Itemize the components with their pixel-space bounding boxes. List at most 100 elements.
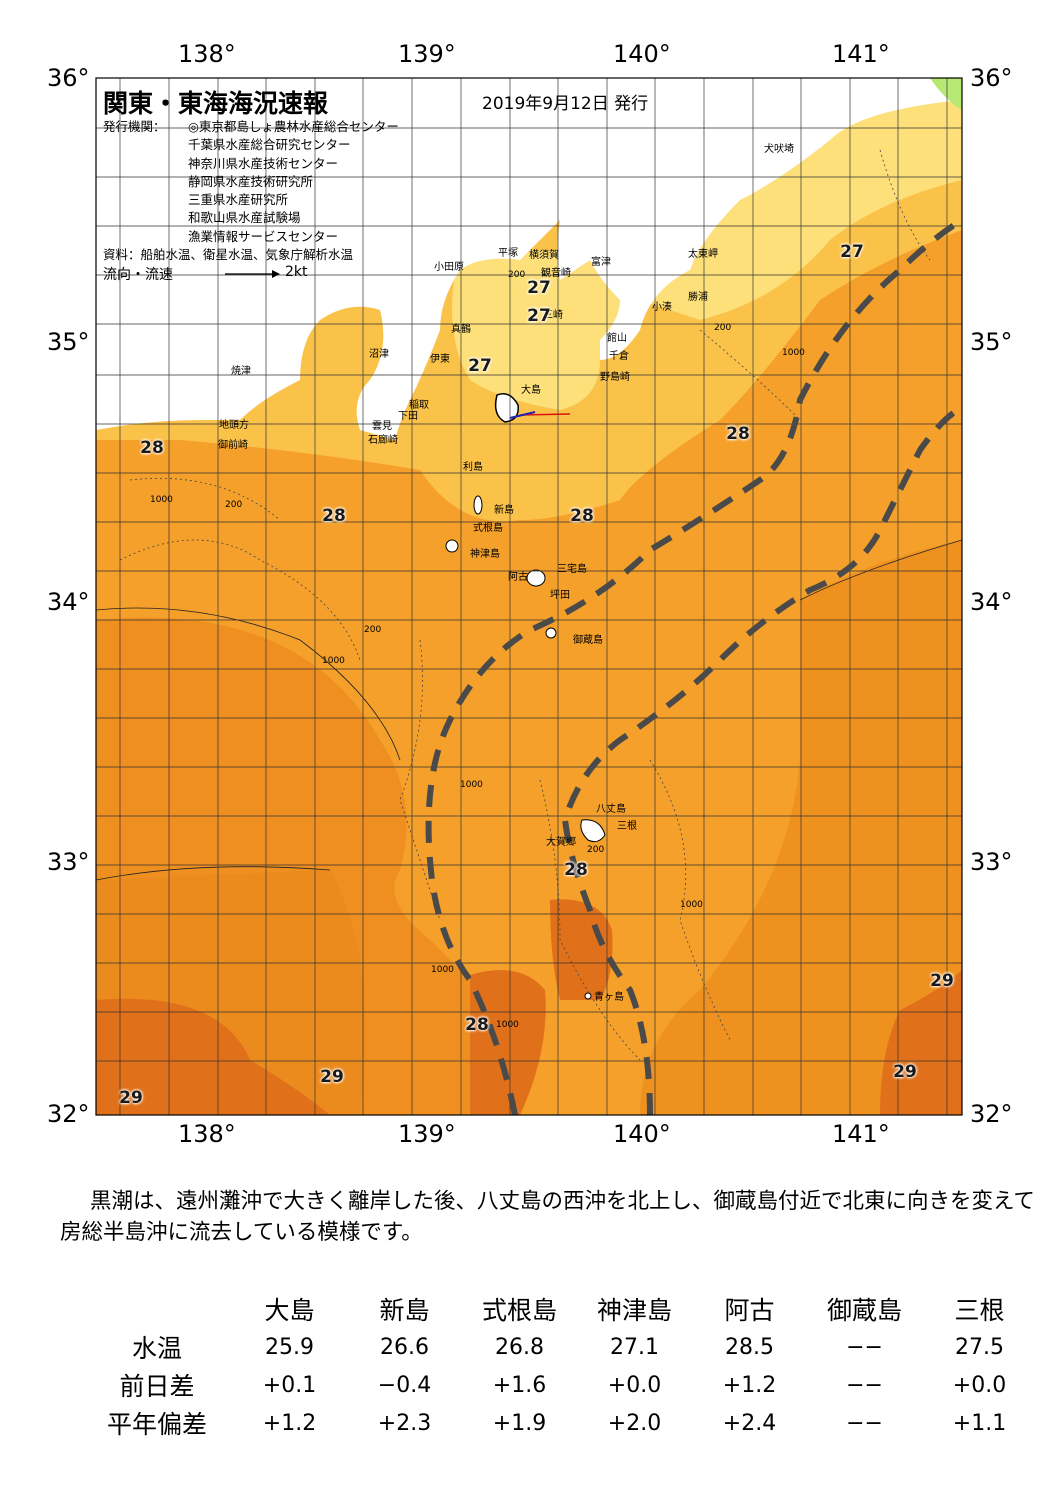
row-label: 水温: [131, 1334, 182, 1363]
place-name: 平塚: [498, 248, 518, 259]
station-header: 神津島: [596, 1296, 672, 1325]
place-name: 犬吠埼: [764, 144, 794, 155]
flow-legend-label: 流向・流速: [103, 267, 173, 283]
station-header: 式根島: [481, 1296, 557, 1325]
depth-label: 200: [587, 845, 605, 855]
table-row: 水温 25.9 26.6 26.8 27.1 28.5 −− 27.5: [82, 1328, 1037, 1366]
station-header: 御蔵島: [826, 1296, 902, 1325]
lon-label-140-bottom: 140°: [613, 1120, 671, 1148]
table-cell: −−: [846, 1410, 883, 1436]
commentary-text: 黒潮は、遠州灘沖で大きく離岸した後、八丈島の西沖を北上し、御蔵島付近で北東に向き…: [60, 1189, 1035, 1245]
place-name: 観音崎: [541, 268, 571, 279]
kozu-shima: [445, 539, 459, 553]
station-header: 新島: [379, 1296, 430, 1325]
depth-label: 1000: [460, 780, 483, 790]
lon-label-139-top: 139°: [398, 40, 456, 68]
lon-label-140-top: 140°: [613, 40, 671, 68]
table-cell: +0.0: [607, 1372, 662, 1398]
place-name: 式根島: [473, 523, 503, 534]
table-cell: +2.4: [722, 1410, 777, 1436]
place-name: 館山: [607, 333, 627, 344]
place-name: 石廊崎: [368, 435, 398, 446]
place-name: 沼津: [369, 349, 389, 360]
station-header: 阿古: [724, 1296, 775, 1325]
table-cell: −−: [846, 1372, 883, 1398]
place-name: 坪田: [550, 590, 570, 601]
place-name: 三根: [617, 821, 637, 832]
place-name: 横須賀: [529, 250, 559, 261]
isotherms: [96, 539, 962, 881]
place-name: 太東岬: [688, 249, 718, 260]
lon-label-141-top: 141°: [832, 40, 890, 68]
place-name: 青ヶ島: [594, 992, 624, 1003]
place-name: 阿古: [508, 572, 528, 583]
nii-jima: [473, 495, 483, 515]
land-mainland: [96, 78, 962, 440]
temp-label: 28: [726, 424, 750, 444]
sea-warm-core: [470, 970, 546, 1115]
table-cell: 27.5: [955, 1334, 1004, 1360]
row-label: 平年偏差: [106, 1410, 207, 1439]
miyake-jima: [526, 569, 546, 587]
kuroshio-axis-path: [425, 217, 962, 1115]
depth-label: 200: [225, 500, 243, 510]
place-name: 下田: [398, 411, 418, 422]
station-header: 大島: [264, 1296, 315, 1325]
place-name: 神津島: [470, 549, 500, 560]
issuer-list: 発行機関： ◎東京都島しょ農林水産総合センター 千葉県水産総合研究センター 神奈川…: [103, 118, 399, 246]
issuer-item: 漁業情報サービスセンター: [188, 228, 339, 244]
current-arrow: [509, 411, 536, 419]
lon-label-138-top: 138°: [178, 40, 236, 68]
temp-label: 28: [465, 1015, 489, 1035]
table-cell: +0.0: [952, 1372, 1007, 1398]
place-name: 大島: [521, 385, 541, 396]
table-cell: 26.8: [495, 1334, 544, 1360]
table-cell: 27.1: [610, 1334, 659, 1360]
lon-label-138-bottom: 138°: [178, 1120, 236, 1148]
depth-label: 1000: [322, 656, 345, 666]
issue-date: 2019年9月12日 発行: [482, 94, 649, 114]
place-name: 雲見: [372, 421, 392, 432]
depth-label: 200: [714, 323, 732, 333]
map-frame: [95, 77, 963, 1116]
table-cell: −−: [846, 1334, 883, 1360]
table-cell: +2.3: [377, 1410, 432, 1436]
table-cell: +1.1: [952, 1410, 1007, 1436]
place-name: 大賀郷: [546, 837, 576, 848]
temp-label: 27: [527, 306, 551, 326]
issuer-item: 神奈川県水産技術センター: [188, 155, 339, 171]
depth-label: 1000: [496, 1020, 519, 1030]
place-name: 真鶴: [451, 324, 471, 335]
issuer-item: 三重県水産研究所: [188, 192, 289, 208]
place-name: 伊東: [430, 354, 450, 365]
temp-label: 28: [140, 438, 164, 458]
aoga-shima: [584, 992, 592, 1000]
current-arrow: [519, 413, 571, 416]
station-header: 三根: [954, 1296, 1005, 1325]
place-name: 小湊: [652, 302, 672, 313]
place-name: 利島: [463, 462, 483, 473]
sea-temperature-map: [95, 77, 963, 1116]
lat-label-32-left: 32°: [47, 1100, 90, 1128]
issuer-item: ◎東京都島しょ農林水産総合センター: [188, 119, 399, 134]
depth-label: 1000: [431, 965, 454, 975]
depth-label: 200: [508, 270, 526, 280]
issuer-item: 千葉県水産総合研究センター: [188, 137, 351, 153]
table-cell: +1.6: [492, 1372, 547, 1398]
issuer-item: 静岡県水産技術研究所: [188, 173, 314, 189]
depth-label: 1000: [782, 348, 805, 358]
temp-label: 27: [840, 242, 864, 262]
lat-label-36-left: 36°: [47, 64, 90, 92]
temp-label: 29: [930, 971, 954, 991]
place-name: 御蔵島: [573, 635, 603, 646]
lat-label-35-left: 35°: [47, 328, 90, 356]
mikura-jima: [545, 627, 557, 639]
place-name: 富津: [591, 257, 611, 268]
temp-label: 29: [893, 1062, 917, 1082]
lat-label-33-left: 33°: [47, 848, 90, 876]
temp-label: 27: [468, 356, 492, 376]
depth-label: 1000: [150, 495, 173, 505]
lat-label-32-right: 32°: [970, 1100, 1013, 1128]
lat-label-36-right: 36°: [970, 64, 1013, 92]
table-cell: 26.6: [380, 1334, 429, 1360]
